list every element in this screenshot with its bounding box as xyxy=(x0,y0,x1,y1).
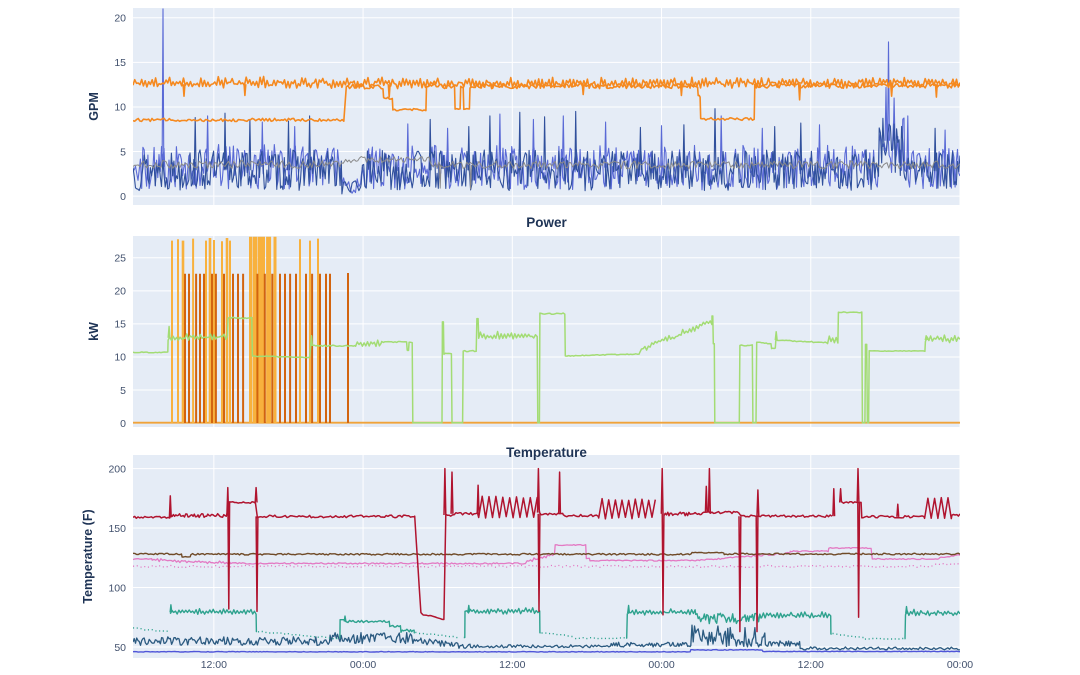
x-tick-label: 00:00 xyxy=(648,659,674,671)
series-source-supply-temp xyxy=(133,604,960,640)
series-loop-temp-dotted xyxy=(133,563,959,568)
y-tick-label: 0 xyxy=(120,418,126,430)
y-tick-label: 150 xyxy=(108,523,126,535)
y-tick-label: 200 xyxy=(108,463,126,475)
series-flow-blue-dark xyxy=(133,108,960,195)
y-tick-label: 10 xyxy=(114,102,126,114)
series-hw-supply-temp xyxy=(133,467,960,633)
chart-gpm: 0 5 10 15 20 GPM xyxy=(87,8,961,205)
series-source-return-temp xyxy=(133,624,960,651)
y-tick-label: 15 xyxy=(114,319,126,331)
y-tick-label: 20 xyxy=(114,286,126,298)
x-tick-label: 00:00 xyxy=(947,659,973,671)
chart-title-temperature: Temperature xyxy=(506,445,587,460)
y-tick-label: 5 xyxy=(120,146,126,158)
chart-power: 0 5 10 15 20 25 kW Power xyxy=(87,215,961,430)
y-tick-label: 15 xyxy=(114,57,126,69)
x-tick-label: 00:00 xyxy=(350,659,376,671)
y-tick-label: 25 xyxy=(114,253,126,265)
chart-temperature: 50 100 150 200 Temperature (F) Temperature xyxy=(81,445,961,658)
y-tick-label: 100 xyxy=(108,582,126,594)
y-tick-label: 5 xyxy=(120,385,126,397)
chart-title-power: Power xyxy=(526,215,567,230)
y-axis-title-temperature: Temperature (F) xyxy=(81,509,95,603)
series-return-temp xyxy=(133,543,960,565)
series-ambient-temp xyxy=(133,648,960,653)
y-axis-title-gpm: GPM xyxy=(87,92,101,120)
x-tick-label: 12:00 xyxy=(499,659,525,671)
y-tick-label: 20 xyxy=(114,13,126,25)
series-tank-temp xyxy=(133,551,960,558)
y-axis-title-power: kW xyxy=(87,322,101,341)
y-tick-label: 0 xyxy=(120,191,126,203)
series-flow-orange-upper xyxy=(133,75,960,101)
x-tick-label: 12:00 xyxy=(201,659,227,671)
series-power-green xyxy=(133,311,960,424)
x-tick-label: 12:00 xyxy=(798,659,824,671)
y-tick-label: 50 xyxy=(114,642,126,654)
series-flow-gray xyxy=(133,156,960,190)
series-flow-blue-light xyxy=(133,8,960,194)
y-tick-label: 10 xyxy=(114,352,126,364)
